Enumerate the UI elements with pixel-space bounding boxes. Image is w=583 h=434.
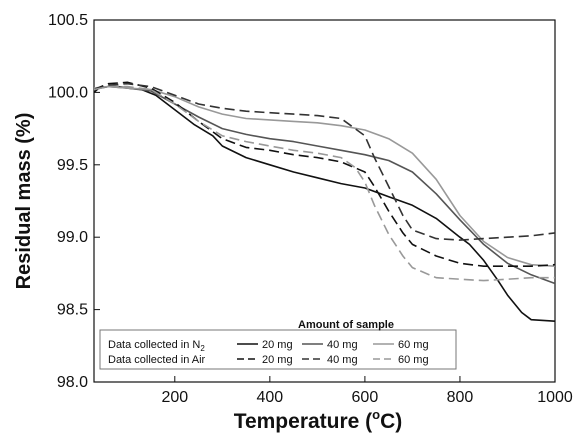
x-tick-label: 800 <box>447 389 474 406</box>
x-axis-title: Temperature (oC) <box>234 407 403 433</box>
legend-entry-air-20mg: 20 mg <box>262 354 293 366</box>
y-axis-ticks: 98.0 98.5 99.0 99.5 100.0 100.5 <box>48 12 100 391</box>
legend-row-label-n2-sub: 2 <box>200 344 205 353</box>
legend-row-label-n2: Data collected in N2 <box>108 339 205 353</box>
y-tick-label: 98.5 <box>57 302 88 319</box>
series-line-air-60mg <box>93 85 555 282</box>
series-layer <box>93 81 556 322</box>
legend-box <box>99 329 457 370</box>
legend-entry-air-60mg: 60 mg <box>398 354 429 366</box>
x-tick-label: 600 <box>352 389 379 406</box>
y-tick-label: 100.0 <box>48 84 88 101</box>
y-tick-label: 99.0 <box>57 229 88 246</box>
x-axis-title-end: C) <box>380 410 402 433</box>
x-axis-title-main: Temperature ( <box>234 410 372 433</box>
series-line-n2-40mg <box>93 85 556 285</box>
y-tick-label: 98.0 <box>57 374 88 391</box>
x-tick-label: 200 <box>161 389 188 406</box>
legend-entry-n2-40mg: 40 mg <box>327 339 358 351</box>
legend: Amount of sample Data collected in N2 Da… <box>99 319 457 370</box>
legend-row-label-air: Data collected in Air <box>108 354 206 366</box>
legend-title: Amount of sample <box>298 319 394 331</box>
legend-entry-n2-60mg: 60 mg <box>398 339 429 351</box>
x-axis-title-sup: o <box>372 407 380 422</box>
series-line-air-40mg <box>93 82 556 241</box>
y-tick-label: 99.5 <box>57 157 88 174</box>
legend-row-label-n2-text: Data collected in N <box>108 339 200 351</box>
x-axis-ticks: 200 400 600 800 1000 <box>161 376 573 406</box>
series-line-n2-60mg <box>93 85 556 267</box>
plot-frame <box>93 19 556 383</box>
series-line-air-20mg <box>93 81 556 268</box>
y-tick-label: 100.5 <box>48 12 88 29</box>
legend-entry-n2-20mg: 20 mg <box>262 339 293 351</box>
x-tick-label: 400 <box>256 389 283 406</box>
legend-entry-air-40mg: 40 mg <box>327 354 358 366</box>
x-tick-label: 1000 <box>537 389 573 406</box>
y-axis-title: Residual mass (%) <box>13 113 35 290</box>
series-line-n2-20mg <box>93 85 556 322</box>
